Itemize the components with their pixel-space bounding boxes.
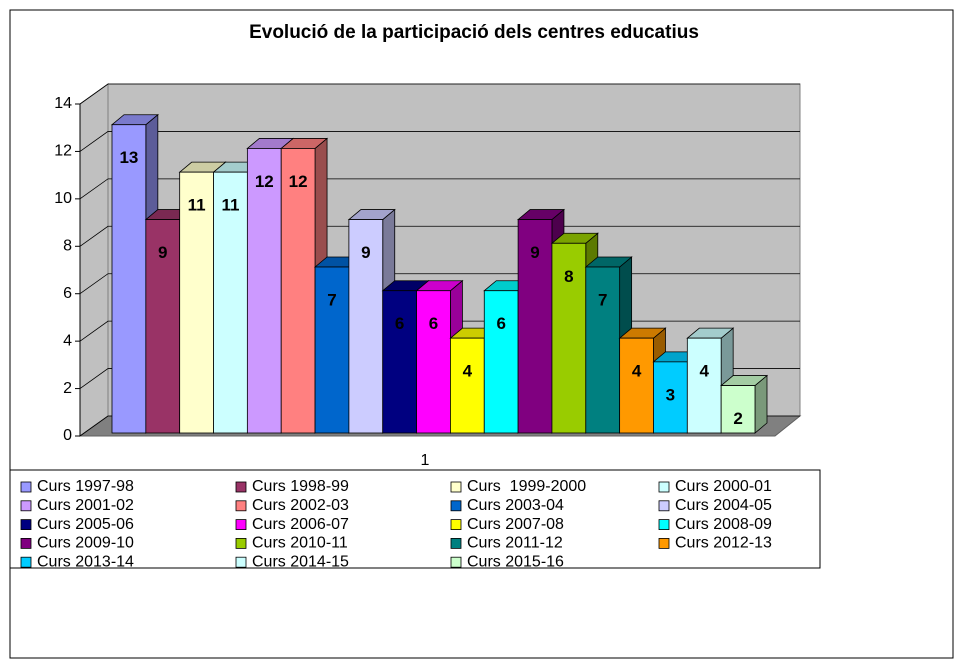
legend-swatch [658,500,670,512]
bar [348,219,384,434]
legend-label: Curs 2004-05 [675,497,772,514]
legend-swatch [658,481,670,493]
legend-label: Curs 2005-06 [37,516,134,533]
y-tick-label: 8 [63,238,72,255]
legend-label: Curs 2011-12 [467,535,563,552]
grid-line [79,83,800,105]
legend-label: Curs 2009-10 [37,535,134,552]
legend-swatch [235,556,247,568]
data-label: 3 [666,385,675,404]
bar [551,242,587,434]
legend-label: Curs 2001-02 [37,497,134,514]
x-tick-label: 1 [421,452,430,469]
y-tick-label: 4 [63,332,72,349]
data-label: 4 [463,362,473,381]
y-tick-label: 2 [63,380,72,397]
data-label: 7 [327,290,336,309]
legend-swatch [20,500,32,512]
legend-swatch [235,538,247,549]
bar [213,171,248,434]
bar [179,171,214,434]
legend-label: Curs 2003-04 [467,497,564,514]
y-tick-label: 0 [63,427,72,444]
data-label: 13 [119,148,138,167]
legend-swatch [450,481,462,493]
legend-label: Curs 2010-11 [252,535,348,552]
data-label: 6 [496,314,505,333]
legend-label: Curs 2006-07 [252,516,349,533]
bar [280,148,316,434]
bar [483,290,519,434]
data-label: 12 [255,172,274,191]
legend-label: Curs 2013-14 [37,553,134,570]
legend-swatch [20,519,32,530]
bar [686,337,722,434]
bar [314,266,350,434]
legend-swatch [20,556,32,568]
legend-label: Curs 2014-15 [252,553,349,570]
legend-box [9,469,821,569]
data-label: 9 [158,243,167,262]
bar [720,385,756,434]
grid-line [79,178,800,200]
legend-label: Curs 2000-01 [675,478,772,495]
bar [450,337,485,434]
y-tick-label: 12 [54,143,72,160]
data-label: 11 [188,196,206,215]
legend-swatch [20,538,32,549]
data-label: 4 [632,362,642,381]
legend-label: Curs 1997-98 [37,478,134,495]
chart-title: Evolució de la participació dels centres… [249,22,699,43]
bar [111,124,147,434]
data-label: 12 [289,172,308,191]
data-label: 9 [361,243,370,262]
data-label: 6 [395,314,404,333]
y-tick-label: 10 [54,190,72,207]
bar [382,290,417,434]
bar [246,148,282,434]
bar [145,219,181,434]
data-label: 4 [700,362,710,381]
legend-label: Curs 2008-09 [675,516,772,533]
data-label: 9 [530,243,539,262]
legend-swatch [658,538,670,549]
legend-label: Curs 1998-99 [252,478,349,495]
legend-label: Curs 2015-16 [467,553,564,570]
bar [416,290,451,434]
side-wall [79,83,109,437]
bar [619,337,654,434]
legend-swatch [235,500,247,512]
legend-label: Curs 2007-08 [467,516,564,533]
legend-swatch [450,500,462,512]
bar [517,219,553,434]
legend-swatch [235,481,247,493]
legend-label: Curs 2012-13 [675,535,772,552]
legend-swatch [450,538,462,549]
grid-line [79,225,800,247]
legend-swatch [450,556,462,568]
legend-swatch [235,519,247,530]
legend-swatch [658,519,670,530]
legend-swatch [450,519,462,530]
bar [585,266,621,434]
legend-label: Curs 1999-2000 [467,478,586,495]
grid-line [79,131,800,152]
legend-label: Curs 2002-03 [252,497,349,514]
data-label: 11 [221,196,239,215]
legend-swatch [20,481,32,493]
y-tick-label: 6 [63,285,72,302]
data-label: 2 [733,409,742,428]
y-tick-label: 14 [54,95,72,112]
data-label: 6 [429,314,438,333]
data-label: 8 [564,267,573,286]
data-label: 7 [598,290,607,309]
